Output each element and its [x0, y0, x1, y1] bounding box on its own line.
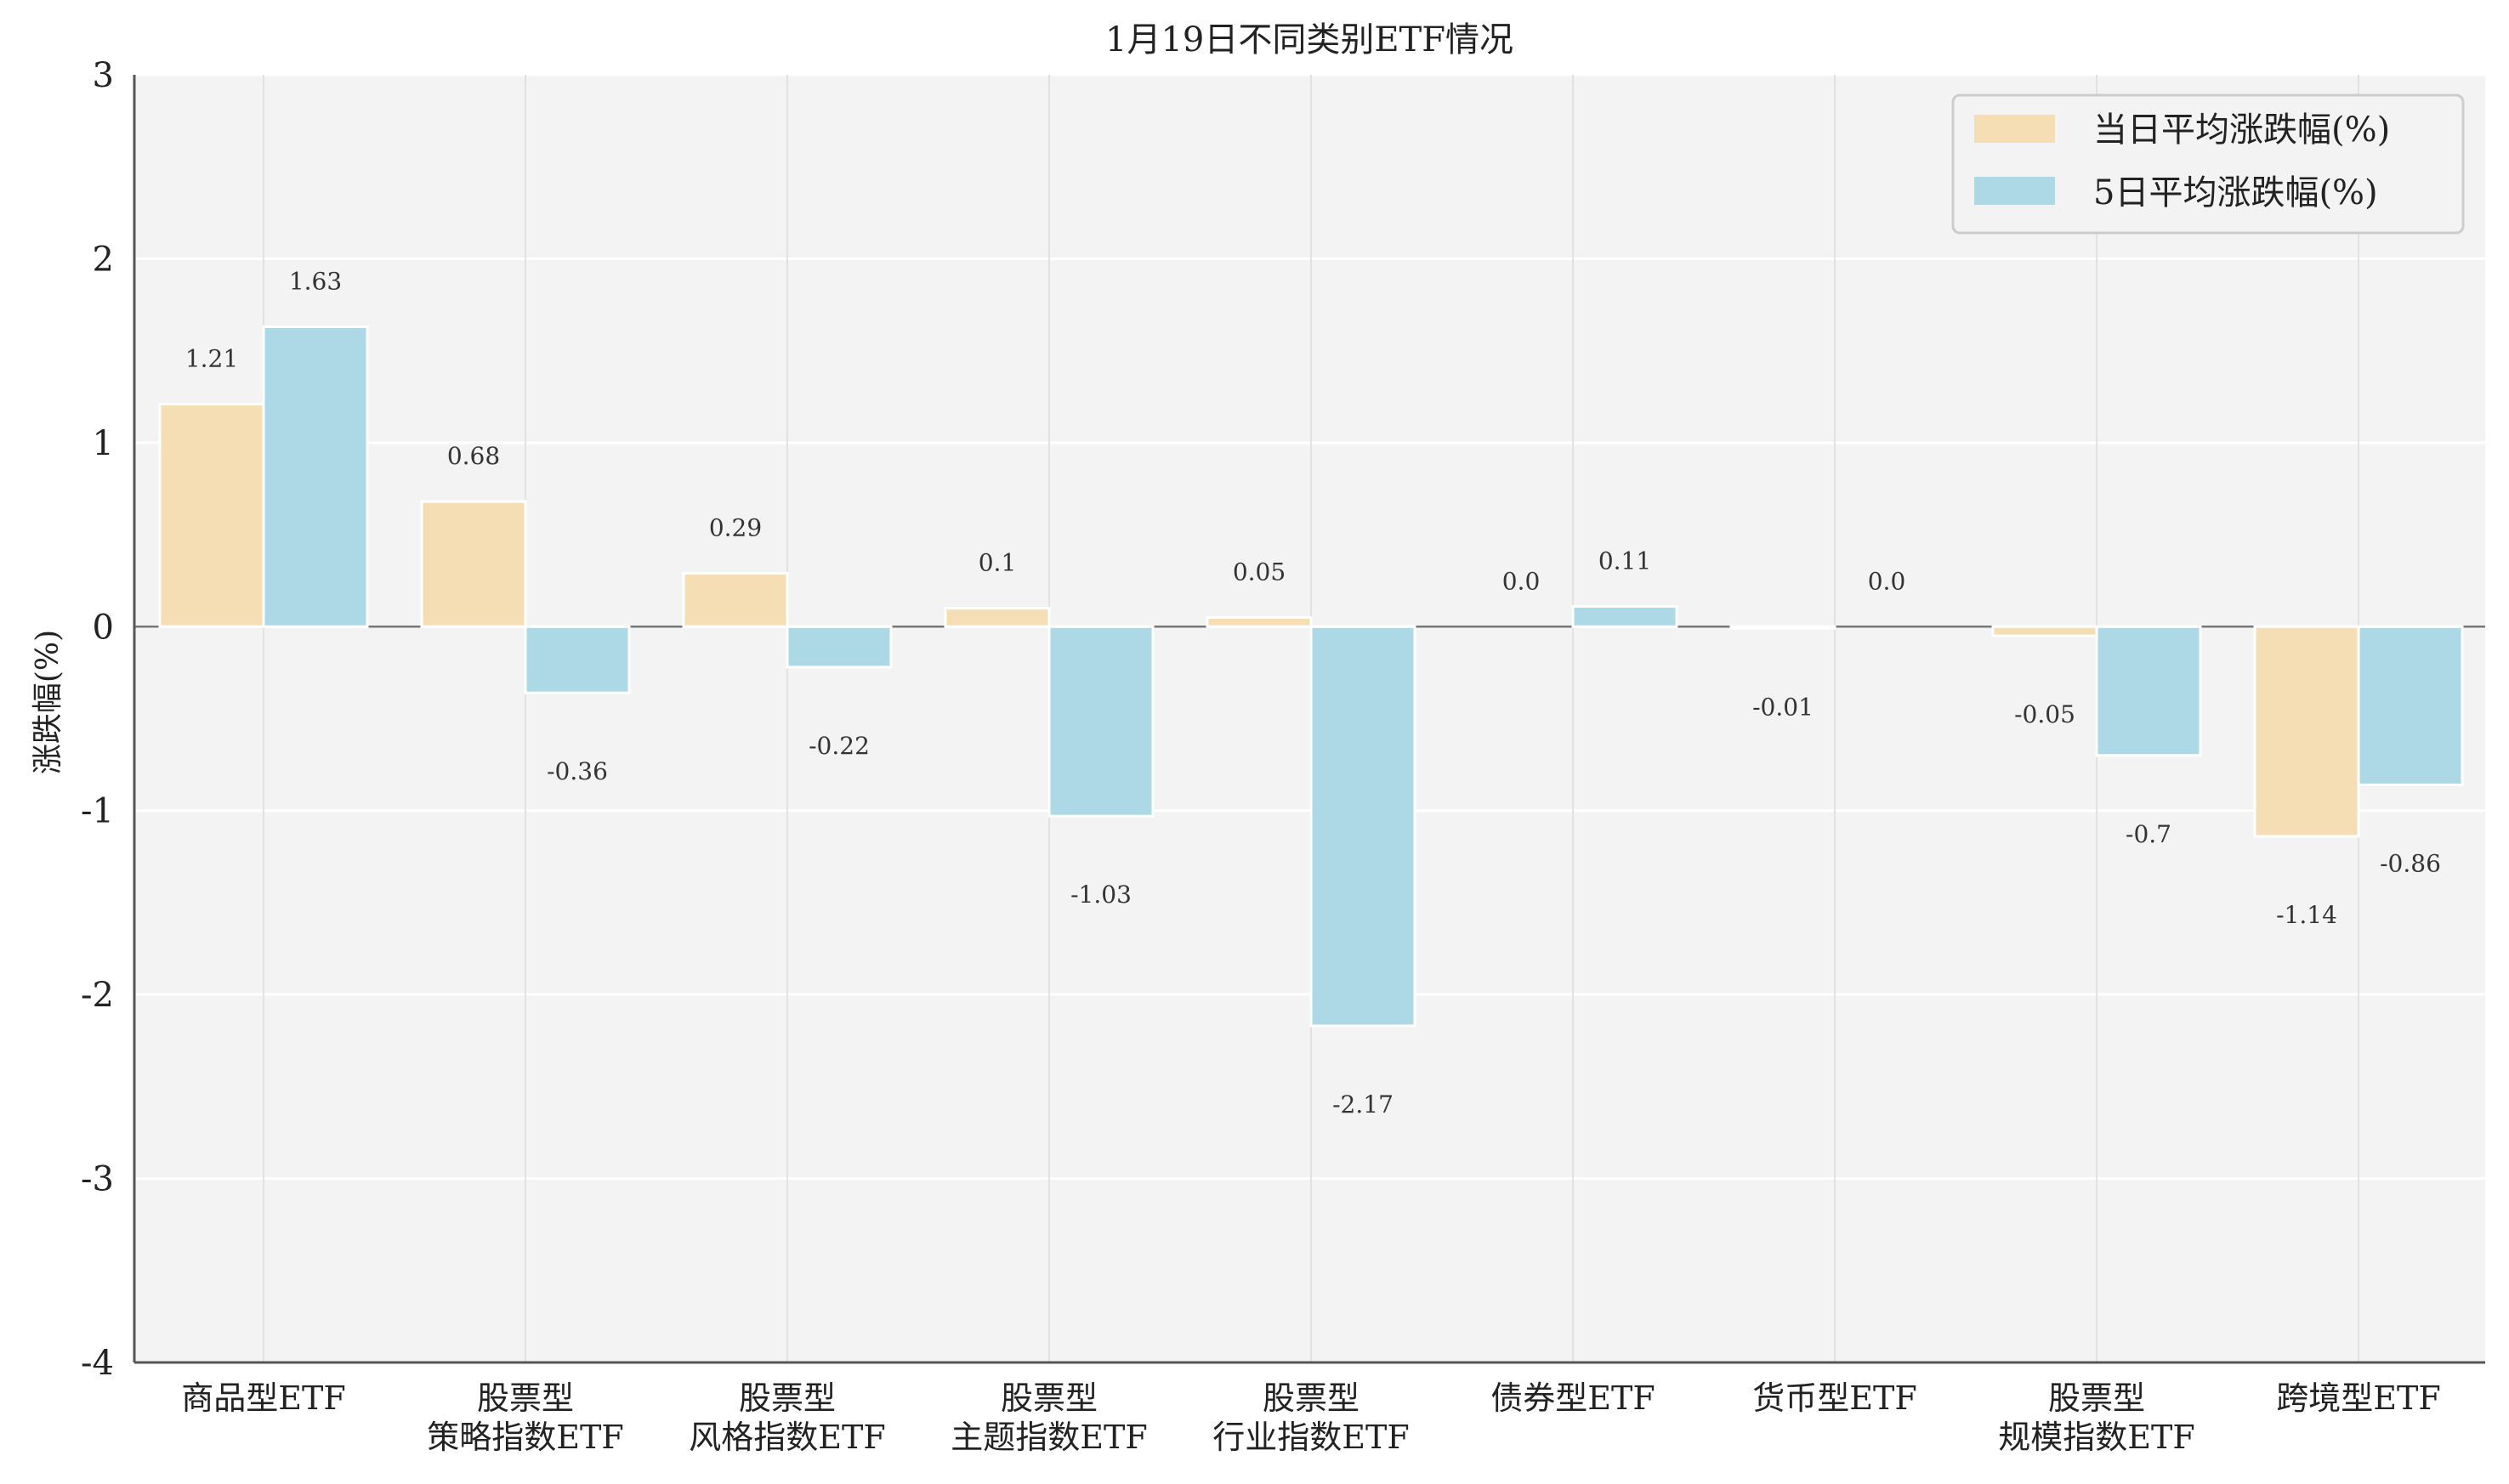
x-category-line: 规模指数ETF — [1998, 1419, 2194, 1456]
x-category-line: 股票型 — [1001, 1379, 1098, 1417]
bar-daily — [1729, 625, 1836, 630]
y-tick-label: -1 — [81, 792, 114, 831]
x-category-label: 商品型ETF — [181, 1379, 345, 1417]
bar-5day — [2357, 625, 2464, 786]
y-tick-label: 0 — [93, 608, 114, 647]
x-category-line: 商品型ETF — [181, 1379, 345, 1417]
value-label-5day: -2.17 — [1332, 1090, 1394, 1119]
y-tick-label: -4 — [81, 1344, 114, 1383]
x-category-line: 策略指数ETF — [427, 1419, 623, 1456]
bar-daily — [1206, 615, 1313, 628]
x-category-label: 债券型ETF — [1490, 1379, 1655, 1417]
y-tick-label: -2 — [81, 976, 114, 1015]
value-label-5day: 0.11 — [1598, 547, 1651, 575]
value-label-5day: 1.63 — [289, 268, 342, 296]
legend-label-daily: 当日平均涨跌幅(%) — [2093, 110, 2390, 150]
y-tick-label: 3 — [93, 56, 114, 95]
bar-5day — [1309, 625, 1416, 1028]
value-label-5day: -0.7 — [2126, 820, 2171, 848]
value-label-daily: 0.68 — [447, 442, 500, 470]
value-label-daily: -0.05 — [2014, 700, 2075, 728]
x-category-line: 风格指数ETF — [689, 1419, 885, 1456]
value-label-daily: -0.01 — [1752, 693, 1814, 721]
bar-5day — [524, 625, 631, 694]
legend-swatch-5day — [1974, 177, 2055, 205]
x-category-line: 债券型ETF — [1490, 1379, 1655, 1417]
x-category-label: 股票型行业指数ETF — [1212, 1379, 1409, 1456]
y-tick-label: 1 — [93, 424, 114, 463]
value-label-5day: -0.36 — [547, 757, 608, 785]
value-label-daily: -1.14 — [2276, 901, 2337, 929]
bar-daily — [158, 402, 265, 628]
x-categories: 商品型ETF 股票型策略指数ETF股票型风格指数ETF股票型主题指数ETF股票型行… — [181, 1379, 2440, 1456]
legend-box — [1951, 93, 2465, 235]
bar-5day — [262, 326, 369, 628]
x-category-line: 股票型 — [477, 1379, 574, 1417]
value-label-5day: 0.0 — [1868, 567, 1906, 595]
value-label-daily: 0.29 — [709, 514, 762, 542]
x-category-line: 股票型 — [1263, 1379, 1360, 1417]
x-category-line: 货币型ETF — [1752, 1379, 1916, 1417]
x-category-label: 股票型规模指数ETF — [1998, 1379, 2194, 1456]
value-label-5day: -0.86 — [2380, 849, 2441, 877]
bar-daily — [682, 572, 789, 628]
bar-5day — [786, 625, 893, 669]
x-category-line: 股票型 — [2048, 1379, 2145, 1417]
chart-title: 1月19日不同类别ETF情况 — [1105, 20, 1513, 59]
bar-daily — [944, 607, 1051, 628]
y-axis-label: 涨跌幅(%) — [31, 630, 65, 774]
value-label-daily: 0.0 — [1502, 567, 1541, 595]
x-category-label: 股票型风格指数ETF — [689, 1379, 885, 1456]
bar-5day — [1047, 625, 1155, 818]
value-label-5day: -1.03 — [1070, 881, 1132, 909]
value-label-daily: 1.21 — [185, 344, 238, 372]
x-category-line: 股票型 — [739, 1379, 836, 1417]
value-label-5day: -0.22 — [809, 732, 870, 760]
bars — [158, 326, 2464, 1028]
legend-swatch-daily — [1974, 115, 2055, 143]
bar-daily — [2253, 625, 2360, 838]
bar-daily — [1991, 625, 2098, 637]
bar-5day — [2095, 625, 2202, 757]
axes — [133, 75, 2485, 1364]
value-label-daily: 0.1 — [979, 549, 1017, 577]
x-category-line: 跨境型ETF — [2276, 1379, 2440, 1417]
y-tick-label: -3 — [81, 1160, 114, 1199]
x-category-line: 行业指数ETF — [1212, 1419, 1409, 1456]
x-category-label: 股票型策略指数ETF — [427, 1379, 623, 1456]
bar-daily — [420, 500, 527, 628]
y-ticks: 3 2 1 0 -1 -2 -3 -4 — [81, 56, 114, 1383]
legend: 当日平均涨跌幅(%) 5日平均涨跌幅(%) — [1951, 93, 2465, 235]
value-label-daily: 0.05 — [1233, 558, 1286, 586]
x-category-label: 货币型ETF — [1752, 1379, 1916, 1417]
x-category-line: 主题指数ETF — [951, 1419, 1147, 1456]
legend-label-5day: 5日平均涨跌幅(%) — [2093, 173, 2378, 212]
x-category-label: 跨境型ETF — [2276, 1379, 2440, 1417]
y-tick-label: 2 — [93, 240, 114, 279]
value-labels: 1.21 0.68 0.29 0.1 0.05 0.0 -0.01 -0.05 -1.14 1.6… — [185, 268, 2441, 1119]
bar-5day — [1571, 604, 1678, 628]
x-category-label: 股票型主题指数ETF — [951, 1379, 1147, 1456]
